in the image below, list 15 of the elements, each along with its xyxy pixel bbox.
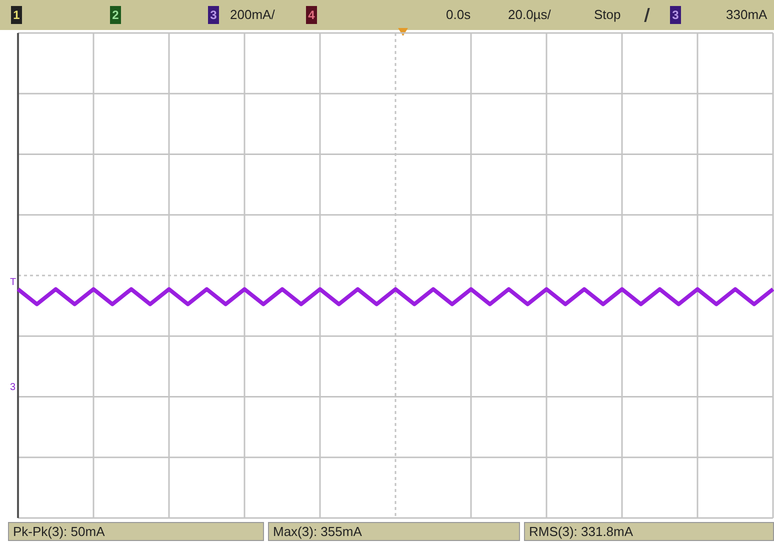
text: T — [10, 277, 16, 288]
text: 2 — [110, 6, 121, 24]
text: 0.0s — [446, 7, 471, 22]
text: 1 — [11, 6, 22, 24]
text: 4 — [306, 6, 317, 24]
text: 20.0µs/ — [508, 7, 551, 22]
text: Pk-Pk(3): 50mA — [8, 522, 264, 541]
text: 3 — [10, 382, 16, 393]
text: 200mA/ — [230, 7, 275, 22]
text: RMS(3): 331.8mA — [524, 522, 774, 541]
text: 3 — [670, 6, 681, 24]
text: Stop — [594, 7, 621, 22]
text: Max(3): 355mA — [268, 522, 520, 541]
text: 3 — [208, 6, 219, 24]
text: 330mA — [726, 7, 768, 22]
